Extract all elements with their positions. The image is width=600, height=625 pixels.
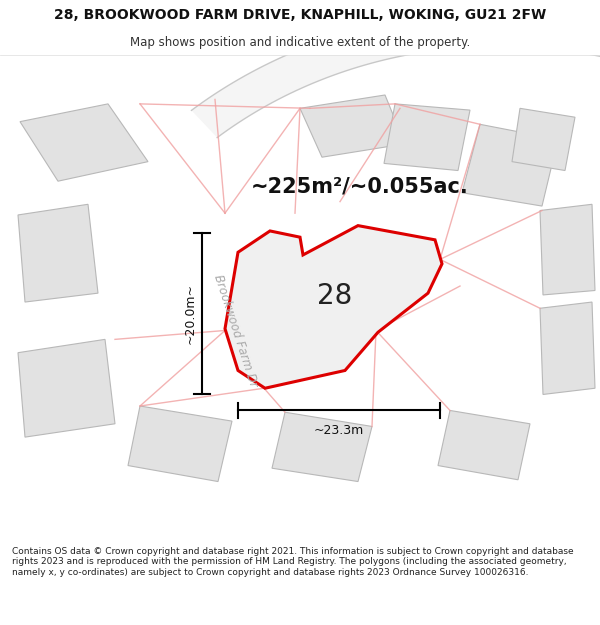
Polygon shape: [18, 204, 98, 302]
Polygon shape: [384, 104, 470, 171]
Text: 28, BROOKWOOD FARM DRIVE, KNAPHILL, WOKING, GU21 2FW: 28, BROOKWOOD FARM DRIVE, KNAPHILL, WOKI…: [54, 8, 546, 22]
Polygon shape: [438, 411, 530, 480]
Polygon shape: [462, 124, 558, 206]
Polygon shape: [20, 104, 148, 181]
Polygon shape: [540, 204, 595, 295]
Polygon shape: [18, 339, 115, 437]
Text: ~20.0m~: ~20.0m~: [184, 283, 197, 344]
Polygon shape: [191, 11, 600, 138]
Polygon shape: [540, 302, 595, 394]
Polygon shape: [300, 95, 405, 158]
Polygon shape: [225, 226, 442, 388]
Text: 28: 28: [317, 282, 353, 310]
Text: Map shows position and indicative extent of the property.: Map shows position and indicative extent…: [130, 36, 470, 49]
Text: Contains OS data © Crown copyright and database right 2021. This information is : Contains OS data © Crown copyright and d…: [12, 547, 574, 577]
Polygon shape: [512, 108, 575, 171]
Text: ~225m²/~0.055ac.: ~225m²/~0.055ac.: [251, 176, 469, 196]
Polygon shape: [128, 406, 232, 481]
Text: ~23.3m: ~23.3m: [314, 424, 364, 436]
Polygon shape: [272, 412, 372, 481]
Text: Brookwood Farm Dr: Brookwood Farm Dr: [211, 272, 259, 388]
